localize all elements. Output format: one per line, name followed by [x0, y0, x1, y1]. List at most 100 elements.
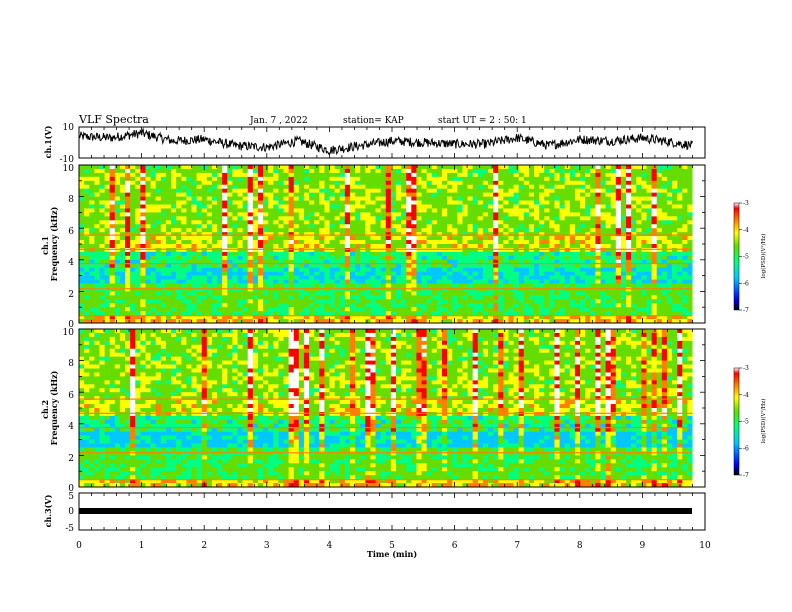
spectrogram-cell: [94, 165, 100, 170]
spectrogram-cell: [441, 299, 448, 304]
spectrogram-cell: [441, 168, 448, 174]
spectrogram-cell: [191, 275, 197, 280]
spectrogram-cell: [554, 192, 560, 197]
spectrogram-cell: [569, 299, 576, 304]
spectrogram-cell: [181, 168, 187, 174]
spectrogram-cell: [411, 176, 417, 182]
spectrogram-cell: [595, 232, 601, 237]
spectrogram-cell: [436, 192, 443, 197]
spectrogram-cell: [237, 192, 243, 197]
spectrogram-cell: [355, 236, 361, 241]
spectrogram-cell: [181, 180, 187, 186]
spectrogram-cell: [436, 228, 443, 233]
spectrogram-cell: [641, 224, 647, 229]
spectrogram-cell: [646, 200, 652, 205]
spectrogram-cell: [222, 263, 228, 268]
spectrogram-cell: [610, 259, 617, 265]
spectrogram-cell: [539, 196, 545, 201]
spectrogram-cell: [523, 196, 530, 201]
spectrogram-cell: [319, 251, 325, 257]
spectrogram-cell: [309, 244, 315, 249]
spectrogram-cell: [94, 204, 100, 209]
spectrogram-cell: [176, 236, 182, 241]
spectrogram-cell: [125, 255, 131, 261]
spectrogram-cell: [554, 319, 560, 324]
spectrogram-cell: [508, 204, 514, 209]
spectrogram-cell: [436, 176, 443, 182]
spectrogram-cell: [176, 216, 182, 221]
spectrogram-cell: [263, 247, 269, 253]
spectrogram-cell: [104, 168, 110, 174]
spectrogram-cell: [298, 275, 305, 280]
spectrogram-cell: [186, 212, 192, 217]
spectrogram-cell: [109, 251, 116, 257]
spectrogram-cell: [171, 244, 177, 249]
spectrogram-cell: [631, 165, 637, 170]
spectrogram-cell: [682, 200, 688, 205]
spectrogram-cell: [441, 184, 448, 189]
spectrogram-cell: [641, 236, 647, 241]
spectrogram-cell: [104, 196, 110, 201]
spectrogram-cell: [222, 236, 228, 241]
spectrogram-cell: [421, 244, 427, 249]
spectrogram-cell: [595, 184, 601, 189]
spectrogram-cell: [641, 196, 647, 201]
spectrogram-cell: [109, 295, 116, 300]
spectrogram-cell: [344, 283, 351, 288]
spectrogram-cell: [482, 255, 489, 261]
spectrogram-cell: [273, 196, 279, 201]
spectrogram-cell: [114, 220, 121, 225]
spectrogram-cell: [574, 279, 581, 284]
spectrogram-cell: [457, 283, 463, 288]
spectrogram-cell: [140, 216, 146, 221]
spectrogram-cell: [677, 232, 683, 237]
spectrogram-cell: [631, 315, 637, 320]
spectrogram-cell: [303, 220, 310, 225]
spectrogram-cell: [447, 204, 453, 209]
spectrogram-cell: [360, 200, 366, 205]
spectrogram-cell: [176, 208, 182, 213]
spectrogram-cell: [544, 267, 550, 272]
spectrogram-cell: [227, 216, 233, 221]
spectrogram-cell: [467, 307, 473, 312]
spectrogram-cell: [620, 283, 627, 288]
spectrogram-cell: [656, 236, 663, 241]
spectrogram-cell: [186, 168, 192, 174]
spectrogram-cell: [263, 188, 269, 193]
spectrogram-cell: [406, 196, 412, 201]
spectrogram-cell: [263, 204, 269, 209]
spectrogram-cell: [344, 247, 351, 253]
spectrogram-cell: [661, 315, 668, 320]
spectrogram-cell: [329, 224, 335, 229]
spectrogram-cell: [186, 267, 192, 272]
spectrogram-cell: [150, 251, 156, 257]
spectrogram-cell: [339, 204, 346, 209]
spectrogram-cell: [339, 224, 346, 229]
spectrogram-cell: [477, 176, 484, 182]
spectrogram-cell: [600, 319, 606, 324]
spectrogram-cell: [487, 172, 494, 178]
spectrogram-cell: [672, 311, 678, 316]
spectrogram-cell: [503, 244, 509, 249]
spectrogram-cell: [569, 279, 576, 284]
spectrogram-cell: [385, 255, 392, 261]
spectrogram-cell: [534, 165, 540, 170]
spectrogram-cell: [631, 216, 637, 221]
spectrogram-cell: [324, 192, 330, 197]
spectrogram-cell: [600, 299, 606, 304]
spectrogram-cell: [687, 240, 693, 245]
spectrogram-cell: [687, 291, 693, 296]
spectrogram-cell: [273, 279, 279, 284]
spectrogram-cell: [385, 311, 392, 316]
spectrogram-cell: [288, 291, 295, 296]
spectrogram-cell: [631, 287, 637, 292]
spectrogram-cell: [447, 299, 453, 304]
spectrogram-cell: [436, 303, 443, 308]
spectrogram-cell: [631, 311, 637, 316]
spectrogram-cell: [580, 220, 586, 225]
spectrogram-cell: [145, 236, 151, 241]
spectrogram-cell: [569, 236, 576, 241]
spectrogram-cell: [426, 204, 433, 209]
spectrogram-cell: [457, 319, 463, 324]
spectrogram-cell: [406, 287, 412, 292]
